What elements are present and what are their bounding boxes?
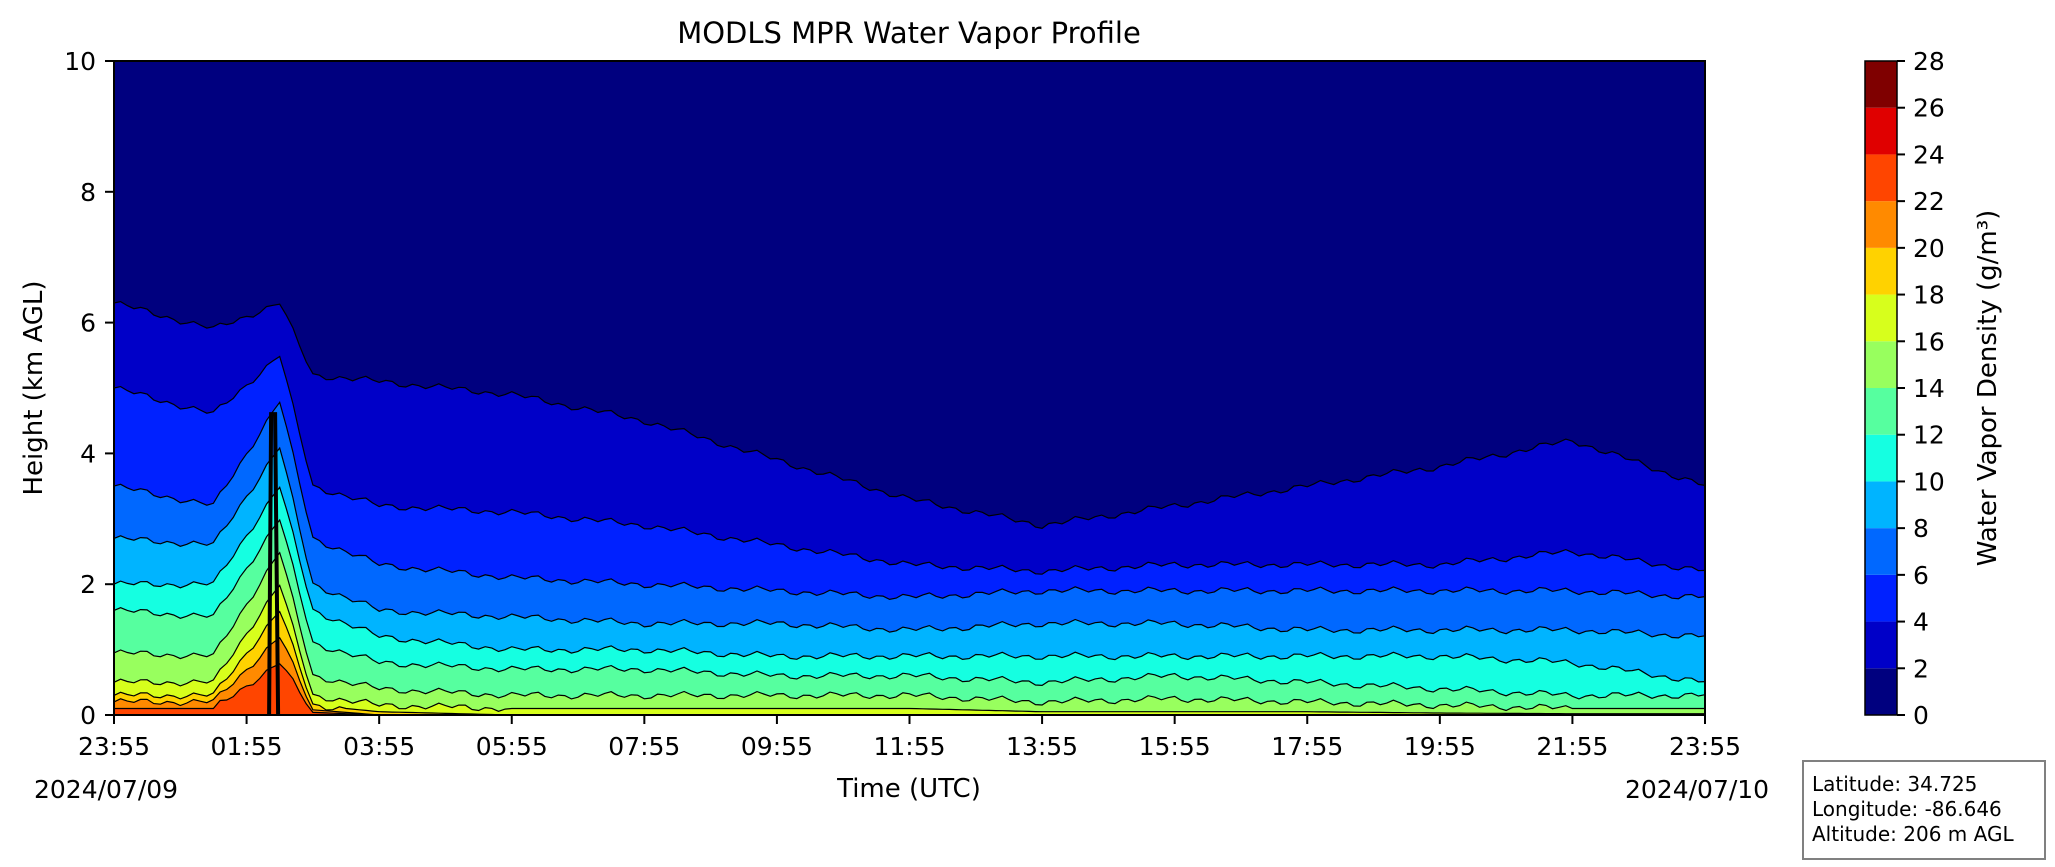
contour-line-10: [113, 486, 1706, 683]
colorbar-swatch: [1865, 481, 1897, 529]
colorbar-swatch: [1865, 434, 1897, 482]
colorbar-tick-label: 14: [1913, 374, 1945, 403]
x-tick-label: 23:55: [78, 732, 150, 761]
colorbar-swatch: [1865, 107, 1897, 155]
colorbar-swatch: [1865, 61, 1897, 108]
chart-title: MODLS MPR Water Vapor Profile: [677, 16, 1141, 50]
colorbar-tick-label: 12: [1913, 421, 1945, 450]
colorbar-swatch: [1865, 574, 1897, 622]
station-info-box: Latitude: 34.725 Longitude: -86.646 Alti…: [1802, 760, 2046, 860]
info-box-frame: [1802, 760, 2046, 860]
colorbar-swatch: [1865, 341, 1897, 388]
contour-line-6: [113, 400, 1706, 601]
y-tick-label: 6: [80, 309, 96, 338]
x-axis-label: Time (UTC): [836, 774, 981, 804]
contour-line-2: [113, 300, 1706, 530]
colorbar-tick-label: 10: [1913, 467, 1945, 496]
colorbar-tick-label: 18: [1913, 281, 1945, 310]
colorbar-swatch: [1865, 668, 1897, 715]
x-tick-label: 01:55: [211, 732, 283, 761]
x-axis: 23:55 01:55 03:55 05:55 07:55 09:55 11:55 13:55…: [78, 715, 1741, 761]
altitude-text: Altitude: 206 m AGL: [1812, 822, 2014, 846]
colorbar-tick-label: 22: [1913, 187, 1945, 216]
x-tick-label: 11:55: [873, 732, 945, 761]
x-tick-label: 19:55: [1404, 732, 1476, 761]
x-tick-label: 23:55: [1669, 732, 1741, 761]
colorbar-swatch: [1865, 528, 1897, 575]
contour-plot-area: [113, 60, 1706, 716]
x-tick-label: 15:55: [1139, 732, 1211, 761]
colorbar-tick-label: 16: [1913, 327, 1945, 356]
y-axis-label: Height (km AGL): [19, 280, 49, 495]
colorbar-tick-label: 2: [1913, 654, 1929, 683]
latitude-text: Latitude: 34.725: [1812, 772, 1977, 796]
colorbar-swatch: [1865, 388, 1897, 435]
colorbar-swatch: [1865, 154, 1897, 202]
x-tick-label: 07:55: [608, 732, 680, 761]
longitude-text: Longitude: -86.646: [1812, 797, 2002, 821]
y-tick-label: 8: [80, 178, 96, 207]
y-axis: 0 2 4 6 8 10: [64, 47, 114, 730]
end-date-label: 2024/07/10: [1625, 775, 1769, 804]
x-tick-label: 21:55: [1536, 732, 1608, 761]
x-tick-label: 05:55: [476, 732, 548, 761]
spike-contour: [267, 412, 281, 716]
x-tick-label: 03:55: [343, 732, 415, 761]
y-tick-label: 0: [80, 701, 96, 730]
density-band-22-24: [114, 663, 1705, 715]
x-tick-label: 13:55: [1006, 732, 1078, 761]
colorbar-tick-label: 0: [1913, 701, 1929, 730]
colorbar-swatch: [1865, 294, 1897, 342]
y-tick-label: 10: [64, 47, 96, 76]
x-tick-label: 17:55: [1271, 732, 1343, 761]
density-band-10-12: [114, 487, 1705, 715]
y-tick-label: 2: [80, 570, 96, 599]
x-tick-label: 09:55: [741, 732, 813, 761]
colorbar-swatch: [1865, 247, 1897, 295]
colorbar-tick-label: 4: [1913, 608, 1929, 637]
contour-line-8: [113, 446, 1706, 639]
colorbar-tick-label: 28: [1913, 47, 1945, 76]
contour-line-16: [113, 584, 1705, 715]
contour-line-12: [113, 518, 1706, 700]
colorbar-tick-label: 6: [1913, 561, 1929, 590]
colorbar-tick-label: 8: [1913, 514, 1929, 543]
y-tick-label: 4: [80, 439, 96, 468]
colorbar-tick-label: 20: [1913, 234, 1945, 263]
colorbar-tick-label: 26: [1913, 94, 1945, 123]
colorbar-frame: [1864, 60, 1898, 716]
colorbar-swatch: [1865, 621, 1897, 669]
contour-line-4: [113, 355, 1706, 575]
contour-line-14: [113, 551, 1705, 712]
colorbar-tick-label: 24: [1913, 140, 1945, 169]
colorbar-swatch: [1865, 201, 1897, 248]
start-date-label: 2024/07/09: [34, 775, 178, 804]
colorbar-label: Water Vapor Density (g/m³): [1973, 210, 2003, 567]
